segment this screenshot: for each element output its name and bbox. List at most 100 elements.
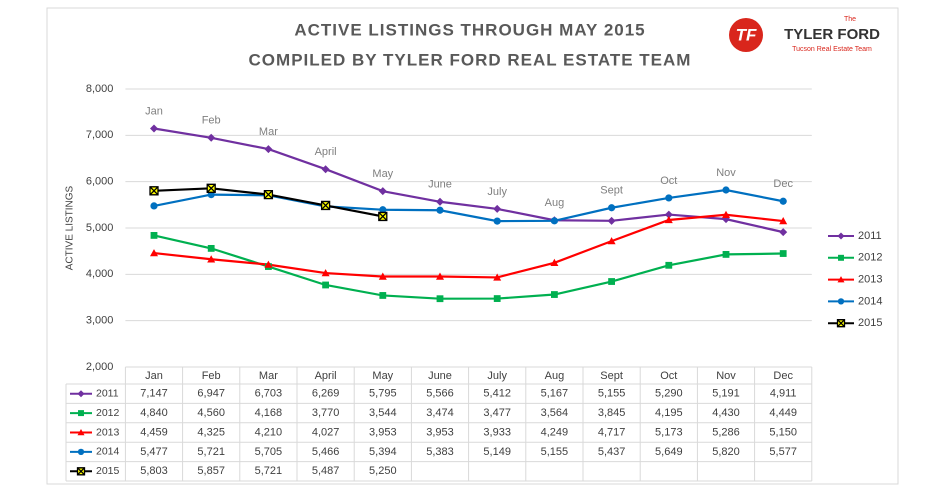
- point: [436, 206, 444, 214]
- table-value: 5,412: [483, 388, 511, 400]
- x-tick-label: Mar: [259, 370, 278, 382]
- y-tick-label: 6,000: [86, 176, 114, 188]
- table-value: 4,459: [140, 426, 168, 438]
- x-tick-label: Feb: [202, 370, 221, 382]
- legend-label: 2013: [858, 274, 882, 286]
- point: [436, 295, 444, 303]
- point: [665, 194, 673, 202]
- point: [150, 249, 158, 257]
- table-value: 4,430: [712, 407, 740, 419]
- table-value: 5,477: [140, 446, 168, 458]
- point: [149, 186, 159, 196]
- point: [779, 217, 788, 225]
- point: [263, 189, 274, 200]
- point: [207, 244, 215, 252]
- table-value: 4,168: [255, 407, 283, 419]
- point: [550, 258, 559, 266]
- point: [320, 200, 331, 211]
- table-value: 6,947: [197, 388, 225, 400]
- legend-marker: [837, 298, 845, 305]
- legend-label: 2014: [96, 446, 120, 458]
- table-value: 5,290: [655, 388, 683, 400]
- y-axis-label: ACTIVE LISTINGS: [65, 185, 76, 270]
- point: [722, 251, 730, 258]
- table-value: 5,577: [769, 446, 797, 458]
- table-value: 5,795: [369, 388, 397, 400]
- table-value: 5,286: [712, 426, 740, 438]
- logo-name: TYLER FORD: [784, 26, 880, 43]
- point: [779, 250, 787, 257]
- point: [665, 261, 673, 269]
- table-value: 3,544: [369, 407, 397, 419]
- table-value: 5,394: [369, 446, 397, 458]
- point: [207, 255, 216, 263]
- point-label: Feb: [202, 115, 221, 127]
- table-value: 3,953: [426, 426, 454, 438]
- legend-marker: [837, 232, 845, 240]
- legend-label: 2012: [96, 407, 120, 419]
- table-value: 5,820: [712, 446, 740, 458]
- legend-marker: [838, 254, 844, 261]
- y-tick-label: 8,000: [86, 83, 114, 95]
- point: [493, 204, 502, 213]
- point-label: May: [372, 168, 393, 180]
- legend-label: 2013: [96, 426, 120, 438]
- table-value: 5,437: [598, 446, 626, 458]
- table-value: 7,147: [140, 388, 168, 400]
- table-value: 4,560: [197, 407, 225, 419]
- point: [722, 210, 730, 218]
- legend-label: 2011: [858, 230, 882, 242]
- x-tick-label: July: [487, 370, 507, 382]
- y-tick-label: 2,000: [86, 361, 114, 373]
- table-value: 3,953: [369, 426, 397, 438]
- point-label: Sept: [600, 185, 623, 197]
- point-label: Dec: [773, 178, 793, 190]
- point-label: April: [315, 146, 337, 158]
- logo-tagline: Tucson Real Estate Team: [792, 46, 872, 53]
- point: [664, 215, 673, 224]
- point: [150, 202, 158, 210]
- point: [150, 124, 158, 133]
- table-value: 5,649: [655, 446, 683, 458]
- x-tick-label: Nov: [716, 370, 736, 382]
- legend-marker: [76, 467, 86, 476]
- table-value: 4,210: [255, 426, 283, 438]
- point: [321, 165, 330, 174]
- x-tick-label: April: [315, 370, 337, 382]
- point: [379, 206, 387, 214]
- series-line: [153, 213, 784, 279]
- table-value: 5,150: [769, 426, 797, 438]
- chart-frame: [46, 7, 899, 485]
- table-value: 5,487: [312, 465, 340, 477]
- point: [378, 187, 387, 196]
- table-value: 5,705: [255, 446, 283, 458]
- point: [779, 228, 788, 237]
- y-tick-label: 4,000: [86, 268, 114, 280]
- point: [378, 211, 388, 222]
- table-value: 4,840: [140, 407, 168, 419]
- y-tick-label: 3,000: [86, 315, 114, 327]
- point: [608, 278, 615, 285]
- x-tick-label: Aug: [545, 370, 565, 382]
- point: [206, 183, 216, 193]
- point: [379, 292, 387, 299]
- table-value: 5,383: [426, 446, 454, 458]
- point: [551, 291, 558, 298]
- logo-badge: [729, 18, 763, 52]
- table-value: 5,250: [369, 465, 397, 477]
- x-tick-label: May: [372, 370, 393, 382]
- x-tick-label: June: [428, 370, 452, 382]
- y-tick-label: 7,000: [86, 129, 114, 141]
- table-value: 4,911: [770, 388, 797, 400]
- point: [722, 186, 730, 194]
- point: [779, 197, 787, 205]
- point: [607, 237, 616, 245]
- chart-subtitle: COMPILED BY TYLER FORD REAL ESTATE TEAM: [249, 50, 692, 69]
- point-label: Aug: [545, 197, 565, 209]
- table-value: 4,449: [769, 407, 797, 419]
- point: [207, 133, 216, 142]
- table-value: 3,564: [541, 407, 569, 419]
- table-value: 5,191: [712, 388, 740, 400]
- table-value: 4,195: [655, 407, 683, 419]
- legend-label: 2012: [858, 252, 882, 264]
